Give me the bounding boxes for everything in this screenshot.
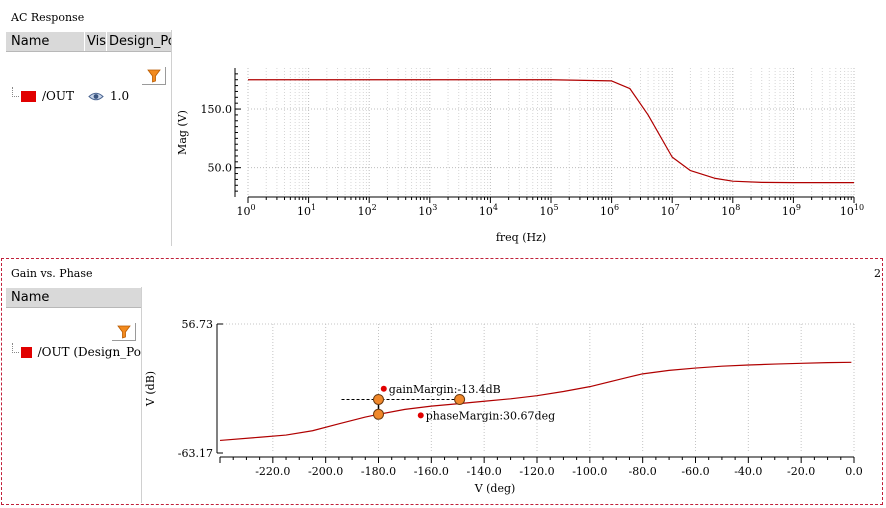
gain-vs-phase-chart: 56.73 -63.17 -220.0 -200.0 -180.0 -160.0 -140.… [144,318,863,495]
x-tick-label: 101 [297,203,316,218]
eye-icon[interactable] [88,91,104,102]
marker-dot [417,412,424,419]
x-tick-label: 109 [782,203,801,218]
subwindow-index: 2 [874,267,881,280]
filter-icon [117,325,131,339]
column-name[interactable]: Name [11,290,50,305]
top-panel-title: AC Response [11,11,85,24]
filter-icon [147,69,161,83]
signal-color-swatch[interactable] [21,346,32,358]
column-vis[interactable]: Vis [87,32,107,51]
x-tick-label: 105 [539,203,558,218]
signal-name: /OUT (Design_Po [37,345,141,359]
top-filter-button[interactable] [142,67,166,85]
x-tick-label: 106 [600,203,619,218]
bottom-column-header: Name [6,288,141,308]
x-tick-label: -200.0 [308,465,343,478]
x-tick-label: -20.0 [787,465,815,478]
x-tick-label: -100.0 [572,465,607,478]
x-tick-label: -40.0 [734,465,762,478]
column-design-point[interactable]: Design_Po [109,34,171,49]
tree-connector [12,87,19,97]
x-tick-label: 102 [358,203,377,218]
x-tick-label: -140.0 [467,465,502,478]
x-axis-label: freq (Hz) [496,231,546,244]
y-axis-label: Mag (V) [176,110,189,155]
top-signal-row[interactable]: /OUT 1.0 [21,88,129,104]
x-tick-label: -180.0 [361,465,396,478]
y-tick-label: -63.17 [178,447,213,460]
x-tick-label: -160.0 [414,465,449,478]
x-tick-label: -60.0 [681,465,709,478]
x-tick-label: 100 [236,203,255,218]
bottom-signal-row[interactable]: /OUT (Design_Po [21,344,141,360]
marker-label: gainMargin:-13.4dB [389,383,501,396]
signal-visibility-value: 1.0 [110,89,130,103]
margin-point [373,393,384,405]
x-tick-label: 0.0 [845,465,863,478]
x-tick-label: 1010 [840,203,864,218]
bottom-panel-title: Gain vs. Phase [11,267,93,280]
marker-dot [380,385,387,392]
signal-name: /OUT [42,89,74,103]
x-tick-label: -120.0 [519,465,554,478]
x-tick-label: 108 [721,203,740,218]
marker-label: phaseMargin:30.67deg [426,409,555,422]
signal-color-swatch[interactable] [21,90,36,102]
series-line-out [219,361,852,442]
bottom-filter-button[interactable] [112,323,136,341]
bottom-panel-splitter[interactable] [141,287,142,503]
tree-connector [12,343,19,353]
x-tick-label: 104 [479,203,498,218]
column-name[interactable]: Name [6,32,85,51]
top-column-header: Name Vis Design_Po [6,32,171,52]
margin-point [454,393,466,405]
x-tick-label: 107 [661,203,680,218]
ac-response-chart: 150.0 50.0 100 101 102 103 104 105 106 107 108 109 1… [176,68,864,244]
series-line-out [248,79,854,184]
margin-point [373,408,384,420]
selected-subwindow-border [1,258,883,505]
y-tick-label: 56.73 [182,318,214,331]
y-tick-label: 150.0 [201,103,233,116]
x-axis-label: V (deg) [474,482,516,495]
y-tick-label: 50.0 [208,162,233,175]
y-axis-label: V (dB) [144,371,157,407]
x-tick-label: -80.0 [629,465,657,478]
top-panel-splitter[interactable] [171,30,172,246]
x-tick-label: 103 [418,203,437,218]
x-tick-label: -220.0 [255,465,290,478]
